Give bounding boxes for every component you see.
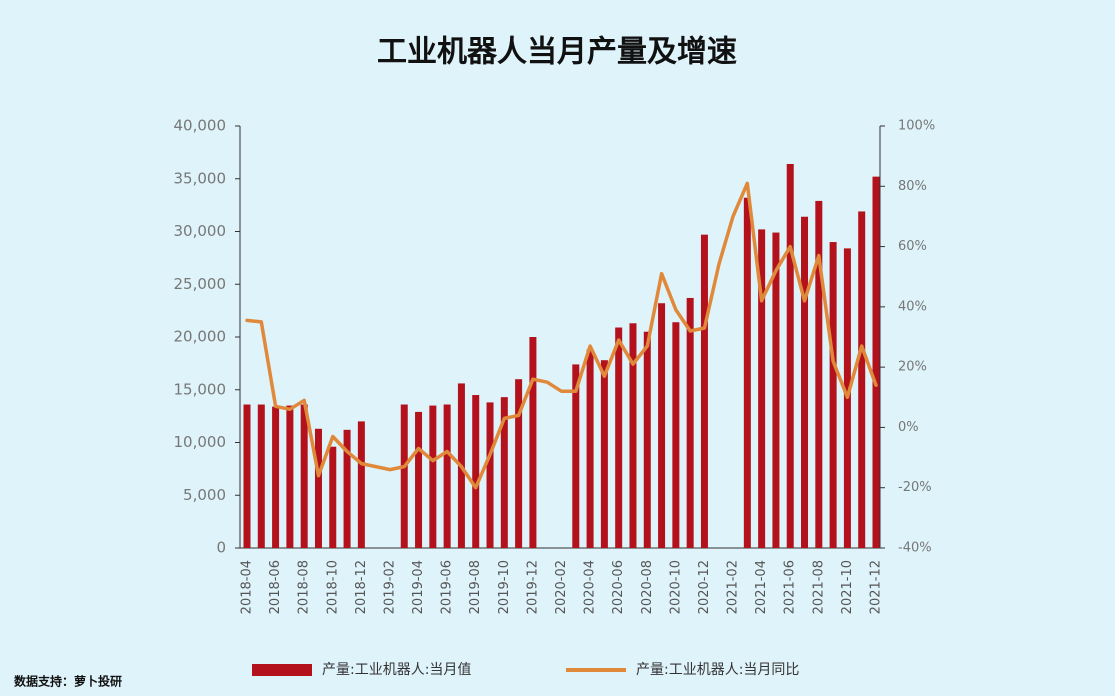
bar — [343, 429, 351, 548]
bar — [529, 337, 537, 548]
bar — [801, 216, 809, 549]
y-tick-label: 35,000 — [174, 169, 227, 187]
bar — [858, 211, 866, 548]
bar — [772, 232, 780, 548]
bar — [615, 327, 623, 548]
bar — [586, 349, 594, 548]
x-tick-label: 2018-08 — [297, 560, 312, 614]
bar — [272, 406, 280, 548]
y2-tick-label: 60% — [898, 239, 927, 254]
bar — [486, 402, 494, 548]
x-tick-label: 2021-04 — [754, 560, 769, 614]
bar — [400, 404, 408, 548]
bar — [243, 404, 251, 548]
x-tick-label: 2019-04 — [411, 560, 426, 614]
bar — [700, 234, 708, 549]
x-tick-label: 2018-10 — [325, 560, 340, 614]
bar — [815, 200, 823, 548]
bar — [300, 404, 308, 548]
bar — [357, 421, 365, 548]
bar — [658, 303, 666, 548]
bar — [472, 395, 480, 548]
y-tick-label: 40,000 — [174, 117, 227, 135]
bar — [286, 405, 294, 548]
bar — [672, 322, 680, 548]
bar — [515, 379, 523, 548]
x-tick-label: 2021-02 — [726, 560, 741, 614]
y2-tick-label: 20% — [898, 360, 927, 375]
y2-tick-label: 100% — [898, 119, 935, 134]
x-tick-label: 2019-10 — [497, 560, 512, 614]
x-tick-label: 2019-02 — [382, 560, 397, 614]
source: 数据支持：萝卜投研 — [14, 674, 122, 689]
x-tick-label: 2018-04 — [240, 560, 255, 614]
x-tick-label: 2020-12 — [697, 560, 712, 614]
x-tick-label: 2021-06 — [783, 560, 798, 614]
y-tick-label: 20,000 — [174, 328, 227, 346]
x-tick-label: 2021-08 — [811, 560, 826, 614]
bar — [415, 411, 423, 548]
line — [245, 181, 878, 490]
bar — [443, 404, 451, 548]
legend-swatch — [252, 664, 312, 676]
y2-tick-label: 40% — [898, 299, 927, 314]
y2-tick-label: 0% — [898, 420, 919, 435]
x-tick-label: 2020-08 — [640, 560, 655, 614]
y2-tick-label: -20% — [898, 480, 932, 495]
x-tick-label: 2020-04 — [583, 560, 598, 614]
x-tick-label: 2020-02 — [554, 560, 569, 614]
bar — [257, 404, 265, 548]
y-tick-label: 10,000 — [174, 433, 227, 451]
legend-label: 产量:工业机器人:当月同比 — [636, 662, 799, 678]
y-tick-label: 0 — [216, 539, 226, 557]
bar — [429, 405, 437, 548]
bar — [643, 331, 651, 548]
x-tick-label: 2019-08 — [468, 560, 483, 614]
x-tick-label: 2019-12 — [525, 560, 540, 614]
x-tick-label: 2021-12 — [869, 560, 884, 614]
legend-label: 产量:工业机器人:当月值 — [322, 662, 471, 678]
chart-title: 工业机器人当月产量及增速 — [377, 35, 737, 70]
y2-tick-label: -40% — [898, 541, 932, 556]
bar — [329, 446, 337, 548]
x-tick-label: 2018-12 — [354, 560, 369, 614]
x-tick-label: 2019-06 — [440, 560, 455, 614]
y-tick-label: 30,000 — [174, 222, 227, 240]
bar — [500, 397, 508, 548]
bar — [686, 297, 694, 548]
bar — [629, 323, 637, 548]
bar — [572, 364, 580, 548]
bar — [872, 176, 880, 548]
y-tick-label: 25,000 — [174, 275, 227, 293]
y-tick-label: 5,000 — [183, 486, 226, 504]
bar — [786, 163, 794, 549]
bar — [600, 360, 608, 548]
x-tick-label: 2020-10 — [668, 560, 683, 614]
y2-tick-label: 80% — [898, 179, 927, 194]
x-tick-label: 2020-06 — [611, 560, 626, 614]
bar — [758, 229, 766, 548]
bar — [829, 242, 837, 549]
x-tick-label: 2021-10 — [840, 560, 855, 614]
y-tick-label: 15,000 — [174, 380, 227, 398]
x-tick-label: 2018-06 — [268, 560, 283, 614]
bar — [743, 197, 751, 549]
bar — [314, 428, 322, 548]
